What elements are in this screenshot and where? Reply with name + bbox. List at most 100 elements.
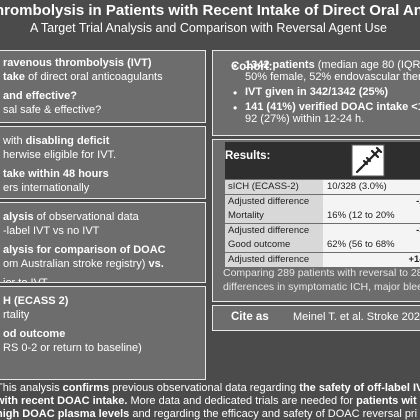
methods-panel: alysis of observational data -label IVT v… [0,202,206,283]
result-name: Mortality [225,209,323,223]
text-run: od outcome [3,328,66,340]
title: thrombolysis in Patients with Recent Int… [0,2,420,19]
results-note: Comparing 289 patients with reversal to … [223,267,420,279]
result-name: Adjusted difference [225,252,323,267]
text-run: ravenous thrombolysis (IVT) [3,57,152,69]
text-run: alysis for comparison of DOAC [3,244,166,256]
panel-line: take of direct oral anticoagulants [3,71,205,84]
panel-line: rtality [3,309,205,322]
citation: Meinel T. et al. Stroke 2025 [293,311,420,323]
text-run: IVT given in 342/1342 (25%) [245,86,389,98]
text-run: and effective? [3,90,77,102]
text-run: 50% female, 52% endovascular ther [245,71,420,83]
text-run: patients wit [356,395,417,407]
result-value: 16% (12 to 20% [323,209,420,223]
text-run: 92 (27%) within 12-24 h. [245,113,365,125]
panel-line: ior to IVT [3,277,205,283]
conclusion-line: with recent DOAC intake. More data and d… [0,395,420,408]
panel-line: alysis for comparison of DOAC [3,244,205,257]
cohort-line: 92 (27%) within 12-24 h. [245,113,420,126]
text-run: high DOAC plasma levels [0,408,130,420]
results-note: differences in symptomatic ICH, major bl… [223,281,420,293]
cohort-line: 1342 patients (median age 80 (IQR [245,59,420,72]
panel-line: herwise eligible for IVT. [3,149,205,162]
cohort-label: Cohort: [231,61,273,73]
results-label: Results: [225,150,271,162]
cite-panel: Cite as Meinel T. et al. Stroke 2025 [212,305,420,331]
syringe-icon [351,144,385,177]
result-value: +14.4% [323,252,420,267]
panel-line: RS 0-2 or return to baseline) [3,342,205,355]
panel-line: ers internationally [3,182,205,195]
result-name: Adjusted difference [225,194,323,209]
cohort-line: IVT given in 342/1342 (25%) [245,86,420,99]
panel-line: om Australian stroke registry) vs. [3,258,205,271]
population-panel: with disabling deficit herwise eligible f… [0,126,206,199]
text-run: RS 0-2 or return to baseline) [3,342,142,354]
outcomes-panel: H (ECASS 2) rtality od outcome RS 0-2 or re… [0,286,206,380]
panel-line: od outcome [3,328,205,341]
text-run: More data and dedicated trials are neede… [127,395,357,407]
text-run: the safety of off-label IV [299,382,420,394]
text-run: alysis [3,211,34,223]
result-row: Adjusted difference-2.1% [225,194,420,209]
cohort-line: 50% female, 52% endovascular ther [245,71,420,84]
result-value: 62% (56 to 68% [323,238,420,252]
bullet: • [233,101,238,115]
panel-line: -label IVT vs no IVT [3,225,205,238]
result-name: Adjusted difference [225,223,323,238]
text-run: vs. [148,258,164,270]
result-value: -3.3% [323,223,420,238]
cite-label: Cite as [231,311,269,323]
panel-line: ravenous thrombolysis (IVT) [3,57,205,70]
result-row: Adjusted difference+14.4% [225,252,420,267]
result-name: sICH (ECASS-2) [225,180,323,194]
conclusion: This analysis confirms previous observat… [0,382,420,420]
text-run: ior to IVT [3,277,48,283]
subtitle: A Target Trial Analysis and Comparison w… [30,21,387,35]
text-run: -label IVT vs no IVT [3,225,100,237]
text-run: with [3,135,26,147]
text-run: om Australian stroke registry) [3,258,149,270]
result-value: 10/328 (3.0%) [323,180,420,194]
text-run: confirms [62,382,110,394]
text-run: This analysis [0,382,63,394]
panel-line: and effective? [3,90,205,103]
text-run: 141 (41%) verified DOAC intake <1 [245,101,420,113]
result-value: -2.1% [323,194,420,209]
conclusion-line: high DOAC plasma levels and regarding th… [0,408,420,420]
text-run: with recent DOAC intake. [0,395,128,407]
panel-line: alysis of observational data [3,211,205,224]
text-run: and regarding the efficacy and safety of… [129,408,418,420]
results-panel: Results: Results: sICH (ECASS-2)10/328 (… [212,139,420,302]
text-run: H (ECASS 2) [3,295,69,307]
text-run: of direct oral anticoagulants [25,71,163,83]
text-run: herwise eligible for IVT. [3,149,117,161]
result-row: Adjusted difference-3.3% [225,223,420,238]
panel-line: H (ECASS 2) [3,295,205,308]
text-run: take [3,71,26,83]
text-run: disabling deficit [25,135,110,147]
result-row: Mortality 16% (12 to 20% [225,209,420,223]
panel-line: sal safe & effective? [3,104,205,117]
cohort-line: 141 (41%) verified DOAC intake <1 [245,101,420,114]
result-row: Good outcome 62% (56 to 68% [225,238,420,252]
text-run: sal safe & effective? [3,104,102,116]
panel-line: with disabling deficit [3,135,205,148]
text-run: previous observational data regarding [109,382,300,394]
result-name: Good outcome [225,238,323,252]
result-row: sICH (ECASS-2) 10/328 (3.0%) [225,180,420,194]
text-run: rtality [3,309,30,321]
bullet: • [233,86,238,100]
text-run: take within 48 hours [3,168,109,180]
text-run: of observational data [33,211,139,223]
text-run: 1342 patients [245,59,315,71]
results-header [225,142,420,179]
cohort-panel: Cohort: • 1342 patients (median age 80 (I… [212,50,420,136]
panel-line: take within 48 hours [3,168,205,181]
bullet: • [233,59,238,73]
text-run: (median age 80 (IQR [314,59,420,71]
question-panel: ravenous thrombolysis (IVT) take of direc… [0,50,206,123]
conclusion-line: This analysis confirms previous observat… [0,382,420,395]
